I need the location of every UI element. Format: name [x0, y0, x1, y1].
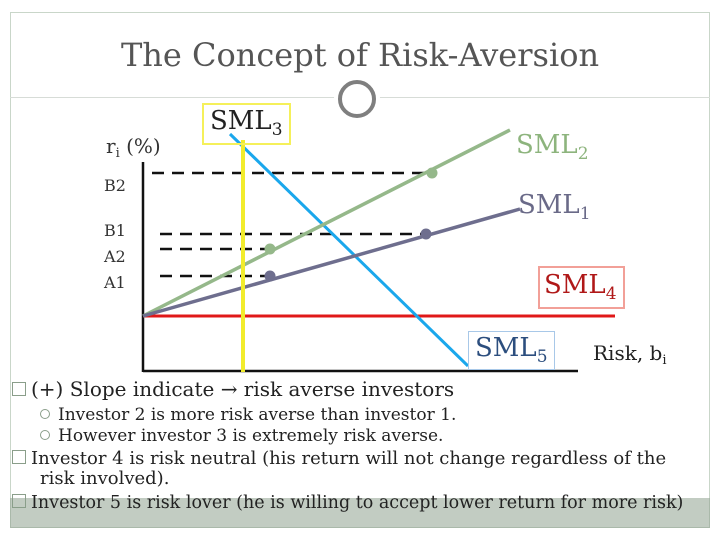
bullet-3-text: Investor 5 is risk lover (he is willing … — [31, 493, 684, 513]
sml3-label-sub: 3 — [271, 120, 283, 140]
sml5-label-main: SML — [475, 333, 537, 363]
bullet-3: Investor 5 is risk lover (he is willing … — [12, 493, 683, 513]
bullet-2-continuation: risk involved). — [40, 468, 170, 489]
sml5-line — [228, 132, 470, 368]
footer-bar — [10, 498, 710, 528]
point-a1 — [264, 270, 276, 282]
tick-a1: A1 — [104, 273, 126, 292]
bullet-2: Investor 4 is risk neutral (his return w… — [12, 448, 666, 469]
sml5-label-sub: 5 — [536, 347, 548, 367]
tick-b1: B1 — [104, 221, 126, 240]
sml1-line — [142, 207, 521, 318]
bullet-2-text: Investor 4 is risk neutral (his return w… — [31, 448, 667, 469]
x-axis-label: Risk, bi — [593, 341, 667, 368]
point-a2 — [264, 243, 276, 255]
square-bullet-icon — [12, 450, 26, 464]
sml5-label: SML5 — [468, 331, 555, 370]
bullet-1: (+) Slope indicate → risk averse investo… — [12, 377, 454, 401]
y-axis-label-sub: i — [115, 146, 120, 161]
sml4-label-main: SML — [544, 270, 606, 300]
bullet-1-text: (+) Slope indicate → risk averse investo… — [31, 377, 455, 401]
sml2-label: SML2 — [516, 130, 589, 164]
sub-bullet-1: Investor 2 is more risk averse than inve… — [40, 405, 456, 425]
sml2-label-main: SML — [516, 130, 578, 160]
tick-a2: A2 — [104, 247, 126, 266]
sml2-label-sub: 2 — [577, 144, 589, 164]
slide-title: The Concept of Risk-Aversion — [120, 36, 600, 74]
point-b2 — [426, 167, 438, 179]
y-axis-label-unit: (%) — [119, 134, 161, 158]
sub-bullet-2-text: However investor 3 is extremely risk ave… — [58, 426, 444, 446]
sml4-label: SML4 — [538, 266, 625, 309]
sub-bullet-2: However investor 3 is extremely risk ave… — [40, 426, 443, 446]
sml4-label-sub: 4 — [605, 284, 617, 304]
sub-bullet-1-text: Investor 2 is more risk averse than inve… — [58, 405, 457, 425]
tick-b2: B2 — [104, 176, 126, 195]
x-axis-label-main: Risk, b — [593, 341, 663, 365]
sml1-label-sub: 1 — [579, 204, 591, 224]
square-bullet-icon — [12, 382, 26, 396]
sml3-label-main: SML — [210, 106, 272, 136]
circle-bullet-icon — [40, 430, 50, 440]
y-axis-label-main: r — [106, 134, 116, 158]
sml1-label: SML1 — [518, 190, 591, 224]
point-b1 — [420, 228, 432, 240]
sml3-label: SML3 — [202, 103, 291, 145]
ring-icon — [338, 80, 376, 118]
y-axis-label: ri (%) — [106, 134, 161, 161]
sml2-line — [142, 128, 511, 318]
x-axis-label-sub: i — [662, 353, 667, 368]
square-bullet-icon — [12, 494, 26, 508]
circle-bullet-icon — [40, 409, 50, 419]
sml1-label-main: SML — [518, 190, 580, 220]
